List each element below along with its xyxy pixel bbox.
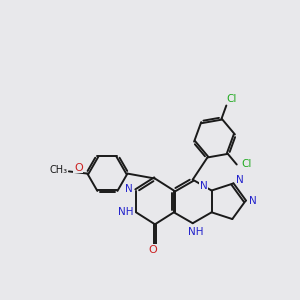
Text: CH₃: CH₃ bbox=[50, 165, 68, 176]
Text: N: N bbox=[249, 196, 257, 206]
Text: N: N bbox=[236, 175, 244, 185]
Text: NH: NH bbox=[188, 227, 203, 237]
Text: O: O bbox=[148, 245, 157, 255]
Text: O: O bbox=[74, 163, 83, 172]
Text: N: N bbox=[125, 184, 133, 194]
Text: Cl: Cl bbox=[242, 160, 252, 170]
Text: N: N bbox=[200, 181, 208, 190]
Text: NH: NH bbox=[118, 207, 134, 217]
Text: Cl: Cl bbox=[226, 94, 236, 103]
